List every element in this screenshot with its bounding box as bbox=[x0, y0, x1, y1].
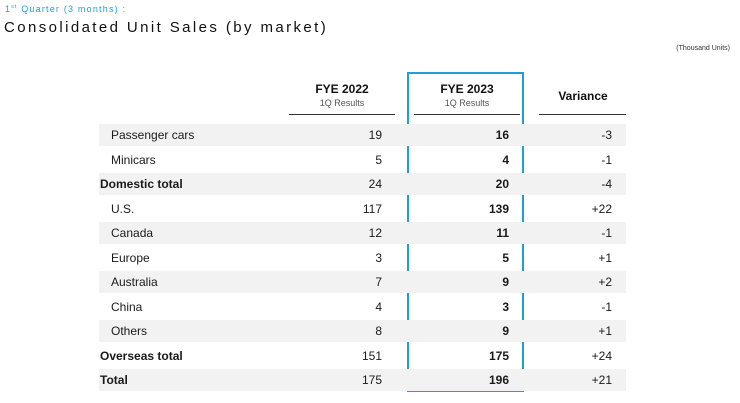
row-label: Passenger cars bbox=[111, 128, 195, 142]
cell-variance: -1 bbox=[601, 226, 612, 240]
cell-variance: +2 bbox=[598, 275, 612, 289]
row-label: Australia bbox=[111, 275, 158, 289]
cell-fye2022: 151 bbox=[361, 348, 382, 363]
cell-fye2023: 4 bbox=[502, 152, 509, 167]
table-row: Minicars 5 4 -1 bbox=[99, 149, 626, 171]
col-header-fye2022-sub: 1Q Results bbox=[319, 98, 365, 108]
col-header-fye2023-rule bbox=[414, 114, 520, 115]
row-label: Canada bbox=[111, 226, 154, 240]
subtitle-ordinal: 1 bbox=[5, 4, 12, 14]
cell-variance: +22 bbox=[591, 201, 612, 216]
row-label: Others bbox=[111, 324, 148, 338]
row-label: Total bbox=[100, 373, 128, 387]
cell-fye2023: 16 bbox=[495, 128, 509, 142]
table-row: Total 175 196 +21 bbox=[99, 369, 626, 391]
col-header-fye2022: FYE 2022 1Q Results bbox=[289, 82, 395, 108]
cell-variance: -1 bbox=[601, 152, 612, 167]
cell-fye2023: 5 bbox=[502, 250, 509, 265]
row-label: Europe bbox=[111, 250, 150, 265]
cell-variance: +1 bbox=[598, 250, 612, 265]
cell-variance: +21 bbox=[591, 373, 612, 387]
cell-variance: -4 bbox=[601, 177, 612, 191]
cell-fye2022: 175 bbox=[361, 373, 382, 387]
col-header-fye2023: FYE 2023 1Q Results bbox=[414, 82, 520, 108]
table-row: Canada 12 11 -1 bbox=[99, 222, 626, 244]
row-label: U.S. bbox=[111, 201, 135, 216]
cell-fye2023: 11 bbox=[496, 226, 509, 240]
cell-fye2022: 24 bbox=[368, 177, 382, 191]
cell-fye2023: 196 bbox=[488, 373, 509, 387]
col-header-fye2022-rule bbox=[289, 114, 395, 115]
cell-fye2023: 20 bbox=[495, 177, 509, 191]
cell-variance: -1 bbox=[601, 299, 612, 314]
col-header-fye2023-sub: 1Q Results bbox=[444, 98, 490, 108]
cell-fye2022: 12 bbox=[368, 226, 382, 240]
table-row: Others 8 9 +1 bbox=[99, 320, 626, 342]
table-row: China 4 3 -1 bbox=[99, 296, 626, 318]
cell-fye2023: 9 bbox=[502, 275, 509, 289]
table-row: Passenger cars 19 16 -3 bbox=[99, 124, 626, 146]
cell-variance: -3 bbox=[601, 128, 612, 142]
cell-fye2022: 5 bbox=[375, 152, 382, 167]
row-label: Domestic total bbox=[100, 177, 183, 191]
table-row: Overseas total 151 175 +24 bbox=[99, 345, 626, 367]
cell-variance: +24 bbox=[591, 348, 612, 363]
cell-fye2022: 8 bbox=[375, 324, 382, 338]
cell-fye2022: 7 bbox=[375, 275, 382, 289]
col-header-variance-rule bbox=[539, 114, 626, 115]
table-row: Australia 7 9 +2 bbox=[99, 271, 626, 293]
cell-fye2023: 9 bbox=[502, 324, 509, 338]
row-label: China bbox=[111, 299, 143, 314]
cell-fye2023: 3 bbox=[502, 299, 509, 314]
cell-fye2022: 3 bbox=[375, 250, 382, 265]
row-label: Minicars bbox=[111, 152, 156, 167]
cell-fye2022: 19 bbox=[368, 128, 382, 142]
sales-table-body: Passenger cars 19 16 -3 Minicars 5 4 -1 Domestic… bbox=[99, 124, 626, 394]
col-header-fye2023-label: FYE 2023 bbox=[440, 82, 494, 96]
units-note: (Thousand Units) bbox=[676, 45, 730, 52]
cell-fye2022: 117 bbox=[362, 201, 382, 216]
cell-fye2022: 4 bbox=[375, 299, 382, 314]
subtitle-ordinal-suffix: st bbox=[11, 4, 18, 10]
report-subtitle: 1st Quarter (3 months) : bbox=[5, 4, 126, 14]
table-row: U.S. 117 139 +22 bbox=[99, 198, 626, 220]
table-row: Europe 3 5 +1 bbox=[99, 247, 626, 269]
row-label: Overseas total bbox=[100, 348, 183, 363]
col-header-fye2022-label: FYE 2022 bbox=[315, 82, 369, 96]
cell-fye2023: 175 bbox=[488, 348, 509, 363]
page-title: Consolidated Unit Sales (by market) bbox=[4, 19, 329, 36]
subtitle-text: Quarter (3 months) : bbox=[17, 4, 127, 14]
col-header-variance: Variance bbox=[558, 89, 608, 103]
table-row: Domestic total 24 20 -4 bbox=[99, 173, 626, 195]
cell-fye2023: 139 bbox=[488, 201, 509, 216]
cell-variance: +1 bbox=[598, 324, 612, 338]
